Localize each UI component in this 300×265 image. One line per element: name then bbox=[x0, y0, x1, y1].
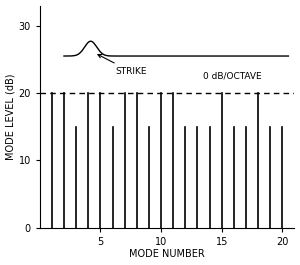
X-axis label: MODE NUMBER: MODE NUMBER bbox=[129, 249, 205, 259]
Text: 0 dB/OCTAVE: 0 dB/OCTAVE bbox=[203, 72, 262, 81]
Text: STRIKE: STRIKE bbox=[98, 55, 146, 76]
Y-axis label: MODE LEVEL (dB): MODE LEVEL (dB) bbox=[6, 73, 16, 160]
